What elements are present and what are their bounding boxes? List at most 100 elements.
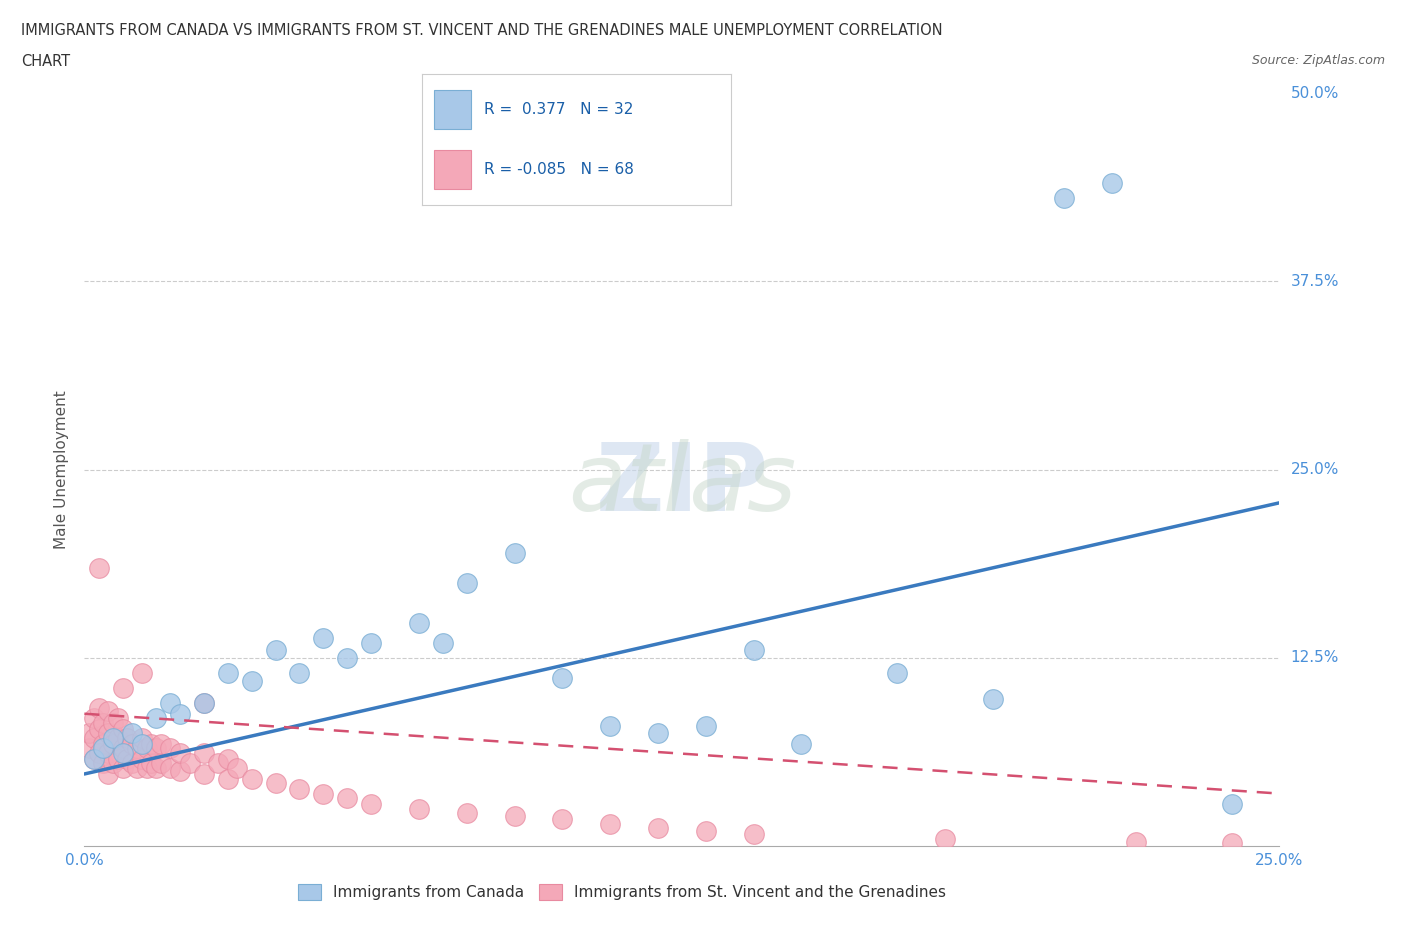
Point — [169, 764, 191, 778]
Point — [135, 741, 157, 756]
Point — [503, 545, 526, 560]
Point — [695, 824, 717, 839]
Point — [1220, 836, 1243, 851]
Text: 25.0%: 25.0% — [1291, 462, 1339, 477]
Point — [647, 726, 669, 741]
Point — [97, 766, 120, 781]
Bar — [434, 90, 471, 129]
Point — [336, 651, 359, 666]
Point — [107, 730, 129, 745]
Point — [87, 722, 110, 737]
Point — [141, 756, 163, 771]
Point — [456, 575, 478, 591]
Point — [77, 741, 100, 756]
Point — [101, 715, 124, 730]
Point — [101, 730, 124, 745]
Point — [312, 631, 335, 645]
Point — [456, 805, 478, 820]
Point — [145, 711, 167, 725]
Point — [193, 696, 215, 711]
Point — [1220, 797, 1243, 812]
Point — [77, 726, 100, 741]
Point — [360, 797, 382, 812]
Point — [111, 741, 134, 756]
Point — [87, 746, 110, 761]
Point — [886, 666, 908, 681]
Point — [131, 737, 153, 751]
Point — [117, 730, 139, 745]
Point — [551, 812, 574, 827]
Bar — [434, 150, 471, 189]
Legend: Immigrants from Canada, Immigrants from St. Vincent and the Grenadines: Immigrants from Canada, Immigrants from … — [291, 878, 953, 907]
Point — [264, 643, 287, 658]
Y-axis label: Male Unemployment: Male Unemployment — [53, 391, 69, 549]
Point — [169, 706, 191, 721]
Point — [87, 560, 110, 575]
Point — [97, 746, 120, 761]
Point — [1125, 834, 1147, 849]
Point — [83, 730, 105, 745]
Text: R = -0.085   N = 68: R = -0.085 N = 68 — [484, 162, 634, 177]
Point — [131, 730, 153, 745]
Point — [790, 737, 813, 751]
Text: 37.5%: 37.5% — [1291, 273, 1339, 289]
Point — [121, 737, 143, 751]
Text: IMMIGRANTS FROM CANADA VS IMMIGRANTS FROM ST. VINCENT AND THE GRENADINES MALE UN: IMMIGRANTS FROM CANADA VS IMMIGRANTS FRO… — [21, 23, 942, 38]
Point — [141, 737, 163, 751]
Point — [695, 718, 717, 733]
Point — [97, 726, 120, 741]
Point — [93, 741, 115, 756]
Point — [981, 691, 1004, 706]
Point — [111, 722, 134, 737]
Point — [159, 696, 181, 711]
Point — [107, 711, 129, 725]
Point — [169, 746, 191, 761]
Point — [93, 756, 115, 771]
Point — [121, 726, 143, 741]
Point — [145, 761, 167, 776]
Point — [107, 751, 129, 766]
Point — [101, 756, 124, 771]
Point — [193, 746, 215, 761]
Point — [240, 771, 263, 786]
Point — [93, 715, 115, 730]
Point — [599, 817, 621, 831]
Point — [159, 741, 181, 756]
Point — [101, 737, 124, 751]
Point — [149, 756, 172, 771]
Point — [193, 766, 215, 781]
Point — [647, 821, 669, 836]
Point — [217, 771, 239, 786]
Point — [117, 751, 139, 766]
Point — [87, 700, 110, 715]
Point — [934, 831, 956, 846]
Point — [599, 718, 621, 733]
Point — [131, 666, 153, 681]
Point — [193, 696, 215, 711]
Point — [83, 751, 105, 766]
Text: CHART: CHART — [21, 54, 70, 69]
Point — [125, 761, 148, 776]
Point — [149, 737, 172, 751]
Point — [1101, 176, 1123, 191]
Point — [336, 790, 359, 805]
Point — [111, 681, 134, 696]
Point — [1053, 191, 1076, 206]
Text: R =  0.377   N = 32: R = 0.377 N = 32 — [484, 102, 633, 117]
Point — [179, 756, 201, 771]
Point — [226, 761, 249, 776]
Point — [83, 711, 105, 725]
Point — [145, 741, 167, 756]
Point — [159, 761, 181, 776]
Point — [83, 751, 105, 766]
Point — [217, 666, 239, 681]
Point — [97, 703, 120, 718]
Point — [217, 751, 239, 766]
Point — [207, 756, 229, 771]
Point — [742, 643, 765, 658]
Point — [135, 761, 157, 776]
Point — [408, 802, 430, 817]
Point — [360, 635, 382, 650]
Text: atlas: atlas — [568, 439, 796, 530]
Point — [503, 809, 526, 824]
